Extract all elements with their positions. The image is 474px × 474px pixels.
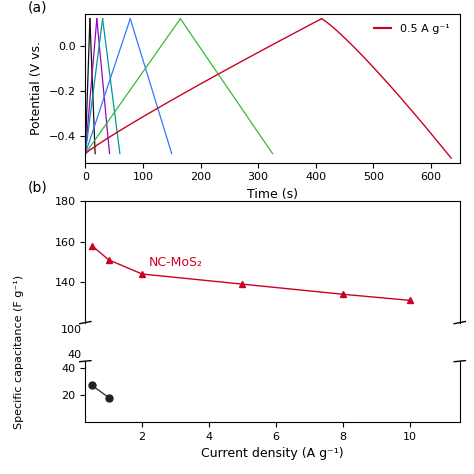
X-axis label: Time (s): Time (s) [247, 188, 298, 201]
Text: Specific capacitance (F g⁻¹): Specific capacitance (F g⁻¹) [14, 274, 24, 429]
Text: 40: 40 [67, 350, 82, 360]
Legend: 0.5 A g⁻¹: 0.5 A g⁻¹ [370, 20, 454, 39]
Y-axis label: Potential (V vs.: Potential (V vs. [30, 41, 43, 136]
X-axis label: Current density (A g⁻¹): Current density (A g⁻¹) [201, 447, 344, 460]
Text: (a): (a) [27, 0, 47, 14]
Text: NC-MoS₂: NC-MoS₂ [149, 256, 203, 269]
Text: (b): (b) [27, 181, 47, 194]
Text: 100: 100 [61, 325, 82, 335]
